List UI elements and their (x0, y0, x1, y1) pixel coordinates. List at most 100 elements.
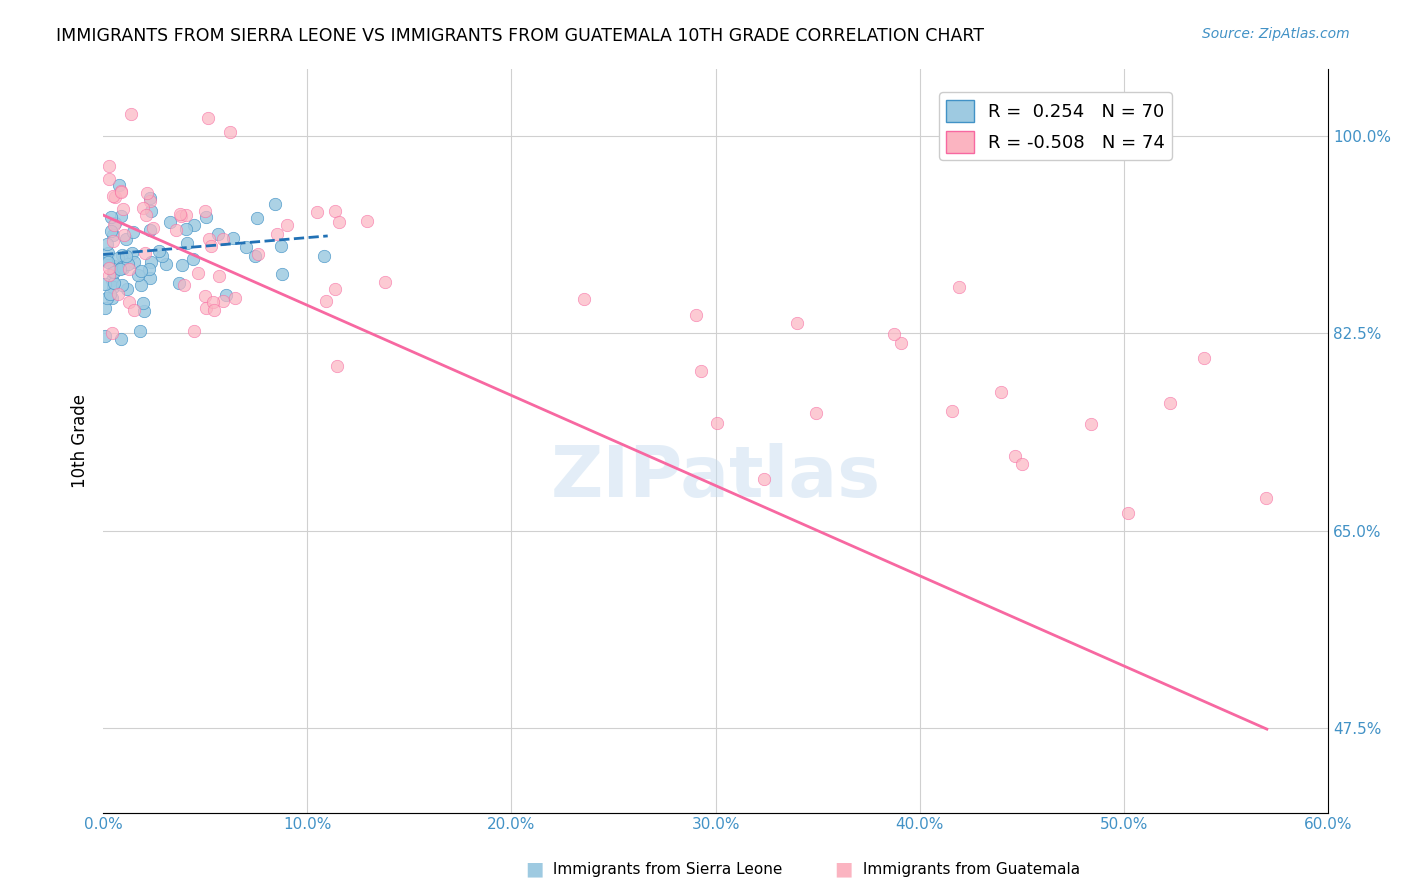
Point (115, 282, 138, 296)
Point (132, 303, 155, 318)
Point (94, 301, 117, 316)
Point (104, 190, 127, 204)
Point (173, 277, 195, 292)
Point (198, 232, 221, 246)
Text: Immigrants from Sierra Leone: Immigrants from Sierra Leone (548, 863, 783, 877)
Point (169, 206, 191, 220)
Point (271, 267, 294, 281)
Point (374, 276, 396, 290)
Text: ZIPatlas: ZIPatlas (551, 443, 880, 512)
Point (98, 172, 121, 186)
Point (101, 234, 124, 248)
Point (107, 287, 129, 301)
Point (122, 303, 145, 318)
Point (100, 224, 122, 238)
Point (129, 264, 152, 278)
Point (1159, 396, 1181, 410)
Point (212, 294, 235, 309)
Point (212, 232, 235, 246)
Point (103, 218, 125, 232)
Point (208, 268, 231, 283)
Point (101, 326, 124, 341)
Point (187, 266, 209, 280)
Point (276, 218, 298, 232)
Point (176, 235, 198, 250)
Point (107, 251, 129, 265)
Point (315, 293, 337, 308)
Point (129, 324, 152, 338)
Point (103, 259, 125, 273)
Point (1116, 506, 1139, 520)
Point (325, 204, 347, 219)
Point (165, 222, 187, 236)
Text: Source: ZipAtlas.com: Source: ZipAtlas.com (1202, 27, 1350, 41)
Point (214, 288, 236, 302)
Point (97, 246, 120, 260)
Point (200, 239, 222, 253)
Point (174, 208, 197, 222)
Point (224, 291, 246, 305)
Point (111, 202, 134, 216)
Point (270, 238, 292, 252)
Point (207, 227, 229, 241)
Point (112, 261, 135, 276)
Point (706, 416, 728, 430)
Point (94, 277, 117, 292)
Point (101, 273, 124, 287)
Point (202, 295, 225, 310)
Point (115, 232, 138, 246)
Point (114, 250, 136, 264)
Point (197, 111, 219, 125)
Point (307, 205, 329, 219)
Point (103, 228, 125, 243)
Point (111, 248, 134, 262)
Point (112, 227, 135, 242)
Point (243, 250, 266, 264)
Point (325, 359, 347, 374)
Point (134, 246, 156, 260)
Point (150, 249, 173, 263)
Text: ■: ■ (524, 859, 544, 878)
Point (883, 327, 905, 342)
Point (131, 201, 153, 215)
Point (356, 214, 378, 228)
Point (323, 281, 346, 295)
Point (129, 278, 152, 293)
Point (121, 226, 143, 240)
Point (118, 261, 141, 276)
Text: Immigrants from Guatemala: Immigrants from Guatemala (858, 863, 1080, 877)
Text: IMMIGRANTS FROM SIERRA LEONE VS IMMIGRANTS FROM GUATEMALA 10TH GRADE CORRELATION: IMMIGRANTS FROM SIERRA LEONE VS IMMIGRAN… (56, 27, 984, 45)
Point (219, 125, 242, 139)
Point (101, 189, 124, 203)
Point (314, 249, 336, 263)
Point (139, 194, 162, 208)
Point (941, 404, 963, 418)
Point (103, 265, 125, 279)
Point (1080, 417, 1102, 431)
Point (98, 260, 121, 275)
Point (1192, 351, 1215, 366)
Point (136, 186, 159, 200)
Point (97, 254, 120, 268)
Point (572, 292, 595, 306)
Point (806, 406, 828, 420)
Point (96, 291, 118, 305)
Point (132, 295, 155, 310)
Point (266, 227, 288, 241)
Point (96, 252, 118, 267)
Point (246, 211, 269, 226)
Point (990, 385, 1012, 400)
Point (202, 303, 225, 318)
Point (752, 473, 775, 487)
Text: ■: ■ (834, 859, 853, 878)
Point (183, 324, 205, 338)
Point (122, 255, 145, 269)
Point (110, 209, 132, 223)
Point (111, 260, 134, 275)
Point (264, 197, 287, 211)
Point (948, 280, 970, 294)
Point (96, 236, 118, 251)
Point (101, 280, 124, 294)
Point (108, 178, 131, 192)
Point (94, 328, 117, 343)
